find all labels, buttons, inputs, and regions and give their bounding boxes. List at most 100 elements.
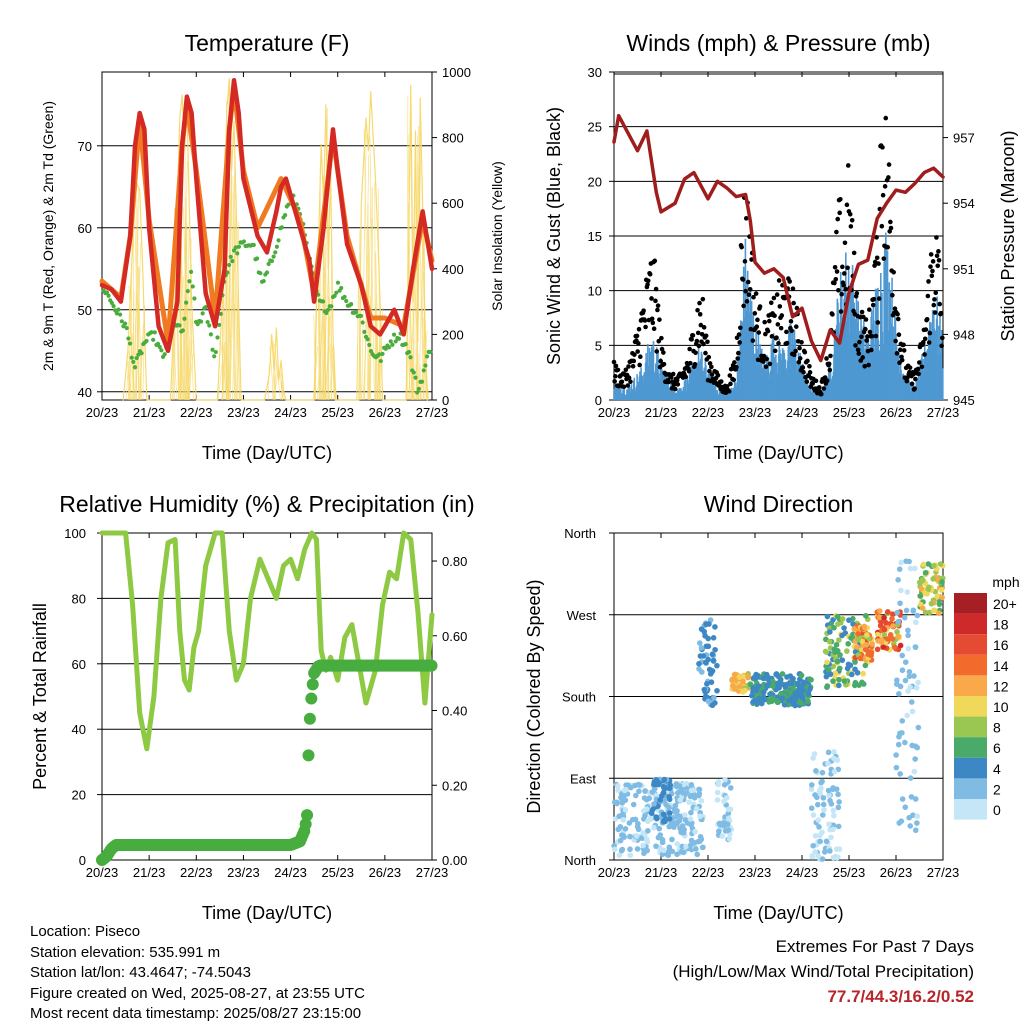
gust-point (856, 351, 861, 356)
gust-point (655, 308, 660, 313)
winds-y2-axis-label: Station Pressure (Maroon) (998, 130, 1018, 341)
dewpoint-point (252, 243, 256, 247)
direction-point (831, 808, 837, 814)
dewpoint-point (404, 342, 408, 346)
dewpoint-point (342, 295, 346, 299)
dewpoint-point (255, 256, 259, 260)
gust-point (755, 318, 760, 323)
gust-point (930, 273, 935, 278)
temperature-x-tick-label: 24/23 (274, 405, 307, 420)
direction-point (845, 641, 851, 647)
direction-y-tick-label: West (567, 608, 597, 623)
dewpoint-point (151, 338, 155, 342)
gust-point (728, 382, 733, 387)
station-info: Location: Piseco Station elevation: 535.… (30, 922, 365, 1025)
direction-point (681, 790, 687, 796)
gust-point (789, 328, 794, 333)
direction-point (859, 679, 865, 685)
gust-point (917, 360, 922, 365)
direction-point (905, 628, 911, 634)
direction-point (911, 673, 917, 679)
gust-point (824, 356, 829, 361)
direction-point (836, 805, 842, 811)
gust-point (807, 364, 812, 369)
direction-point (920, 605, 926, 611)
direction-point (939, 595, 945, 601)
direction-point (897, 731, 903, 737)
direction-x-tick-label: 25/23 (833, 865, 866, 880)
gust-point (860, 355, 865, 360)
direction-y-tick-label: North (564, 526, 596, 541)
gust-point (753, 311, 758, 316)
direction-point (636, 826, 642, 832)
direction-point (683, 844, 689, 850)
gust-point (862, 364, 867, 369)
direction-y-axis-label: Direction (Colored By Speed) (524, 579, 544, 813)
gust-point (657, 317, 662, 322)
dewpoint-point (123, 322, 127, 326)
legend-label: 8 (993, 720, 1001, 736)
winds-y-tick-label: 5 (595, 338, 602, 353)
direction-point (875, 647, 881, 653)
direction-point (697, 640, 703, 646)
direction-point (696, 661, 702, 667)
direction-point (892, 644, 898, 650)
direction-point (811, 812, 817, 818)
gust-point (643, 318, 648, 323)
direction-point (875, 638, 881, 644)
gust-point (916, 367, 921, 372)
latlon-text: Station lat/lon: 43.4647; -74.5043 (30, 963, 365, 984)
direction-point (653, 843, 659, 849)
gust-point (698, 312, 703, 317)
direction-point (813, 768, 819, 774)
gust-point (883, 116, 888, 121)
direction-point (903, 558, 909, 564)
direction-point (703, 660, 709, 666)
direction-point (831, 813, 837, 819)
gust-point (779, 313, 784, 318)
gust-point (620, 379, 625, 384)
winds-y2-tick-label: 957 (953, 131, 975, 146)
direction-point (669, 837, 675, 843)
dewpoint-point (212, 354, 216, 358)
precip-point (302, 749, 314, 761)
legend-label: 16 (993, 637, 1009, 653)
gust-point (695, 339, 700, 344)
gust-point (612, 360, 617, 365)
gust-point (687, 369, 692, 374)
gust-point (727, 389, 732, 394)
humidity-y-tick-label: 80 (72, 591, 86, 606)
direction-point (836, 677, 842, 683)
direction-point (836, 824, 842, 830)
direction-x-tick-label: 21/23 (645, 865, 678, 880)
extremes-subtitle: (High/Low/Max Wind/Total Precipitation) (673, 959, 974, 984)
dewpoint-point (339, 286, 343, 290)
dewpoint-point (207, 323, 211, 327)
legend-title: mph (992, 574, 1019, 590)
gust-point (822, 386, 827, 391)
gust-point (848, 212, 853, 217)
gust-point (881, 256, 886, 261)
direction-point (903, 659, 909, 665)
gust-point (798, 356, 803, 361)
gust-point (774, 335, 779, 340)
direction-point (660, 847, 666, 853)
legend-swatch (954, 593, 987, 614)
direction-point (815, 802, 821, 808)
direction-point (912, 769, 918, 775)
gust-point (754, 324, 759, 329)
precip-point (307, 678, 319, 690)
direction-point (827, 848, 833, 854)
legend-swatch (954, 675, 987, 696)
gust-point (671, 372, 676, 377)
direction-point (897, 771, 903, 777)
direction-point (830, 827, 836, 833)
direction-point (619, 832, 625, 838)
dewpoint-point (214, 350, 218, 354)
direction-point (789, 681, 795, 687)
direction-point (745, 673, 751, 679)
gust-point (874, 334, 879, 339)
dewpoint-point (283, 213, 287, 217)
direction-point (722, 777, 728, 783)
